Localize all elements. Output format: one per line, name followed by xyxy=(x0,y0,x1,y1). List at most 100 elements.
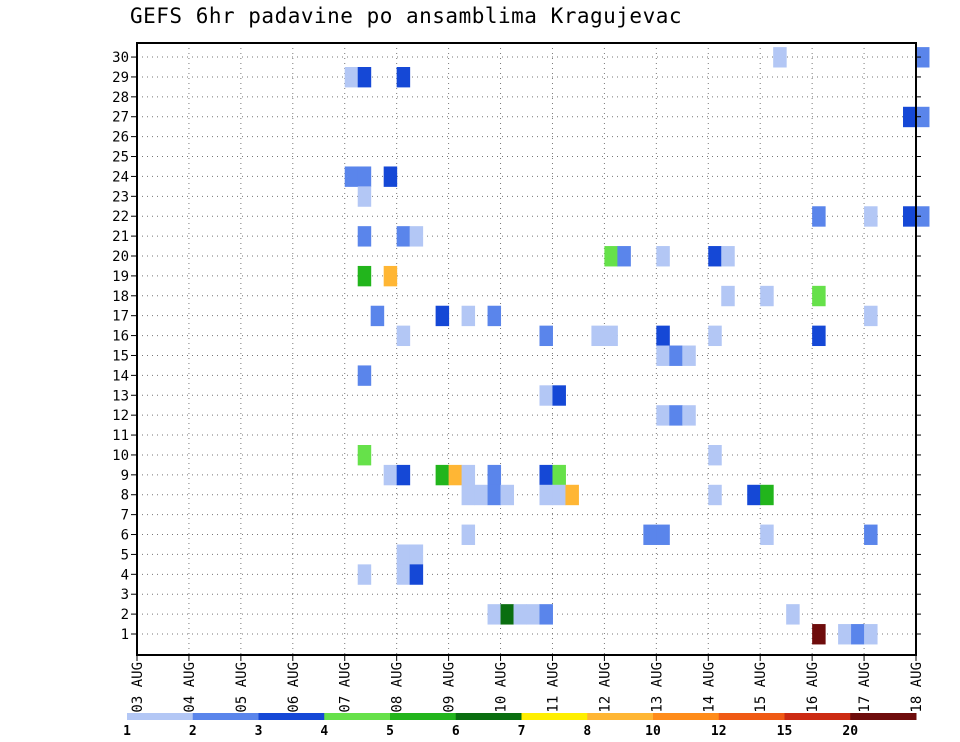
colorbar-label: 20 xyxy=(842,724,858,739)
y-tick-label: 9 xyxy=(121,468,129,484)
x-tick-label: 09 AUG xyxy=(442,662,458,713)
heatmap-cell xyxy=(357,445,372,466)
heatmap-cell xyxy=(656,246,670,267)
x-tick-label: 15 AUG xyxy=(753,662,769,713)
heatmap-cell xyxy=(357,166,372,187)
y-tick-label: 20 xyxy=(112,249,129,265)
heatmap-cell xyxy=(643,524,657,545)
heatmap-cell xyxy=(656,524,670,545)
x-tick-label: 16 AUG xyxy=(805,662,821,713)
heatmap-cell xyxy=(812,206,826,227)
heatmap-cell xyxy=(916,206,930,227)
heatmap-cell xyxy=(591,325,605,347)
heatmap-cell xyxy=(864,524,878,545)
heatmap-cell xyxy=(383,265,398,287)
heatmap-cell xyxy=(357,67,372,88)
heatmap-cell xyxy=(461,484,476,506)
heatmap-cell xyxy=(539,464,553,486)
heatmap-cell xyxy=(500,484,515,506)
heatmap-cell xyxy=(526,604,540,625)
heatmap-cell xyxy=(487,484,502,506)
heatmap-cell xyxy=(357,186,372,207)
heatmap-cell xyxy=(513,604,527,625)
x-tick-label: 12 AUG xyxy=(597,662,613,713)
y-tick-label: 19 xyxy=(112,269,129,285)
heatmap-cell xyxy=(396,464,411,486)
colorbar-label: 12 xyxy=(711,724,727,739)
x-tick-label: 08 AUG xyxy=(390,662,406,713)
heatmap-cell xyxy=(396,544,411,565)
colorbar-segment xyxy=(324,713,391,720)
x-tick-label: 18 AUG xyxy=(909,662,925,713)
heatmap-cell xyxy=(500,604,515,625)
x-tick-label: 07 AUG xyxy=(338,662,354,713)
heatmap-cell xyxy=(747,484,761,506)
colorbar-segment xyxy=(718,713,785,720)
heatmap-cell xyxy=(539,385,553,406)
colorbar-segment xyxy=(521,713,588,720)
y-tick-label: 29 xyxy=(112,70,129,86)
y-tick-label: 17 xyxy=(112,309,129,325)
colorbar-segment xyxy=(653,713,720,720)
heatmap-cell xyxy=(357,365,372,386)
heatmap-cell xyxy=(357,226,372,247)
x-tick-label: 04 AUG xyxy=(182,662,198,713)
heatmap-cell xyxy=(396,564,411,585)
heatmap-cell xyxy=(344,67,359,88)
y-tick-label: 1 xyxy=(121,627,129,643)
heatmap-cell xyxy=(760,285,774,307)
x-tick-label: 17 AUG xyxy=(857,662,873,713)
heatmap-cell xyxy=(539,604,553,625)
y-tick-label: 7 xyxy=(121,508,129,524)
heatmap-cell xyxy=(487,604,502,625)
heatmap-cell xyxy=(604,246,618,267)
y-tick-label: 22 xyxy=(112,209,129,225)
heatmap-cell xyxy=(708,445,722,466)
heatmap-cell xyxy=(708,484,722,506)
colorbar-segment xyxy=(850,713,917,720)
y-tick-label: 24 xyxy=(112,169,129,185)
heatmap-cell xyxy=(760,524,774,545)
heatmap-cell xyxy=(617,246,631,267)
colorbar-label: 10 xyxy=(645,724,661,739)
heatmap-cell xyxy=(552,484,566,506)
heatmap-cell xyxy=(656,345,670,366)
y-tick-label: 13 xyxy=(112,388,129,404)
heatmap-cell xyxy=(812,325,826,347)
y-tick-label: 12 xyxy=(112,408,129,424)
heatmap-cell xyxy=(435,464,450,486)
y-tick-label: 30 xyxy=(112,50,129,66)
colorbar-segment xyxy=(192,713,259,720)
colorbar-label: 2 xyxy=(189,724,197,739)
x-tick-label: 03 AUG xyxy=(130,662,146,713)
y-tick-label: 18 xyxy=(112,289,129,305)
x-tick-label: 05 AUG xyxy=(234,662,250,713)
heatmap-cell xyxy=(812,624,826,645)
heatmap-cell xyxy=(435,305,450,327)
heatmap-cell xyxy=(864,206,878,227)
y-tick-label: 23 xyxy=(112,189,129,205)
heatmap-cell xyxy=(357,265,372,287)
heatmap-cell xyxy=(916,106,930,128)
heatmap-cell xyxy=(721,246,735,267)
heatmap-cell xyxy=(539,325,553,347)
heatmap-cell xyxy=(539,484,553,506)
heatmap-cell xyxy=(760,484,774,506)
y-tick-label: 28 xyxy=(112,90,129,106)
heatmap-cell xyxy=(669,405,683,426)
y-tick-label: 25 xyxy=(112,150,129,166)
heatmap-cell xyxy=(838,624,852,645)
heatmap-cell xyxy=(552,385,566,406)
colorbar-segment xyxy=(784,713,851,720)
y-tick-label: 5 xyxy=(121,547,129,563)
heatmap-cell xyxy=(409,564,424,585)
heatmap-cell xyxy=(357,564,372,585)
heatmap-cell xyxy=(864,624,878,645)
heatmap-cell xyxy=(773,47,787,68)
heatmap-cell xyxy=(682,345,696,366)
colorbar-label: 5 xyxy=(386,724,394,739)
heatmap-cell xyxy=(708,325,722,347)
heatmap-cell xyxy=(461,464,476,486)
heatmap-cell xyxy=(708,246,722,267)
heatmap-cell xyxy=(461,524,476,545)
